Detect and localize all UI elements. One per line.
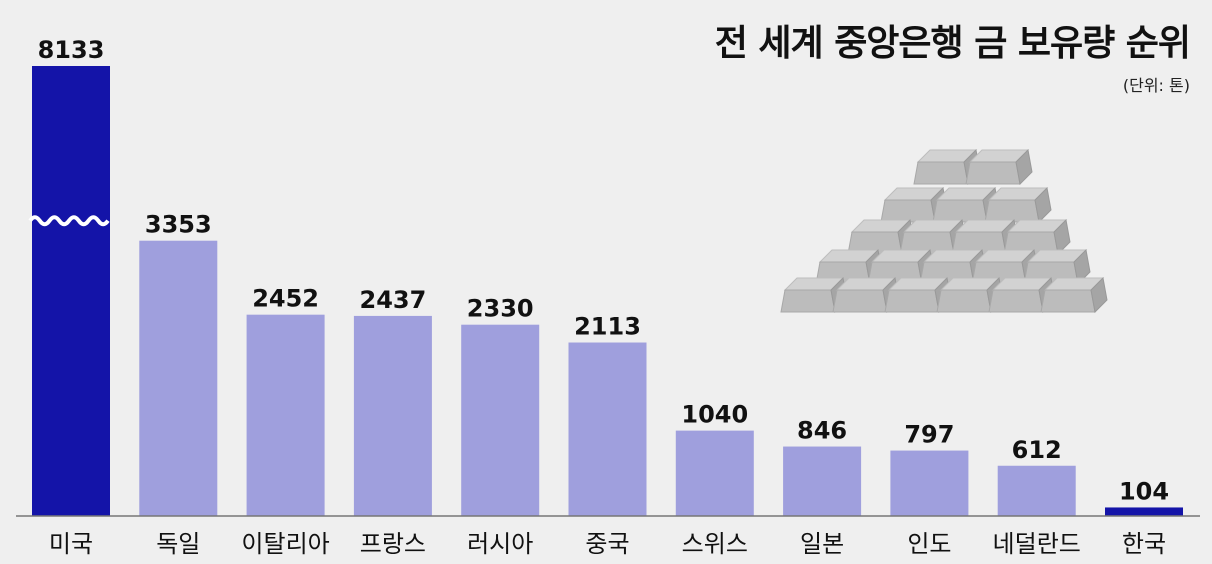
bar-한국 <box>1105 507 1183 516</box>
value-label-인도: 797 <box>904 421 954 449</box>
category-label-이탈리아: 이탈리아 <box>241 530 329 558</box>
category-labels-layer: 미국 독일 이탈리아 프랑스 러시아 중국 스위스 일본 인도 네덜란드 한국 <box>49 530 1166 558</box>
value-label-일본: 846 <box>797 417 847 445</box>
value-label-미국: 8133 <box>38 36 105 64</box>
value-label-이탈리아: 2452 <box>252 285 319 313</box>
value-label-스위스: 1040 <box>681 401 748 429</box>
category-label-독일: 독일 <box>156 530 200 558</box>
category-label-프랑스: 프랑스 <box>360 530 426 558</box>
bar-이탈리아 <box>246 314 325 516</box>
category-label-한국: 한국 <box>1122 530 1166 558</box>
bar-러시아 <box>461 324 540 516</box>
category-label-러시아: 러시아 <box>467 530 533 558</box>
bar-독일 <box>139 240 218 516</box>
category-label-미국: 미국 <box>49 530 93 558</box>
value-labels-layer: 8133 3353 2452 2437 2330 2113 1040 846 797 612 104 <box>38 36 1169 505</box>
value-label-러시아: 2330 <box>467 295 534 323</box>
value-label-한국: 104 <box>1119 477 1169 505</box>
gold-bars-pile-image <box>780 148 1108 314</box>
value-label-중국: 2113 <box>574 313 641 341</box>
bar-스위스 <box>675 430 754 516</box>
category-label-중국: 중국 <box>585 530 629 558</box>
category-label-일본: 일본 <box>800 530 844 558</box>
gold-bar-icon <box>1003 218 1071 256</box>
unit-label: (단위: 톤) <box>1122 76 1190 95</box>
axis-break-mark <box>28 215 110 227</box>
bar-네덜란드 <box>997 465 1076 516</box>
value-label-프랑스: 2437 <box>360 286 427 314</box>
bar-프랑스 <box>353 315 432 516</box>
chart-title: 전 세계 중앙은행 금 보유량 순위 <box>714 23 1191 64</box>
category-label-네덜란드: 네덜란드 <box>993 530 1081 558</box>
gold-bar-icon <box>965 148 1033 186</box>
gold-bar-icon <box>984 186 1052 224</box>
bar-일본 <box>783 446 862 516</box>
bar-인도 <box>890 450 969 516</box>
value-label-독일: 3353 <box>145 211 212 239</box>
bars-layer <box>28 66 1183 516</box>
category-label-스위스: 스위스 <box>682 530 748 558</box>
value-label-네덜란드: 612 <box>1012 436 1062 464</box>
gold-bar-icon <box>951 218 1019 256</box>
category-label-인도: 인도 <box>907 530 951 558</box>
gold-bar-icon <box>1040 276 1108 314</box>
bar-중국 <box>568 342 647 516</box>
bar-미국 <box>32 66 110 516</box>
